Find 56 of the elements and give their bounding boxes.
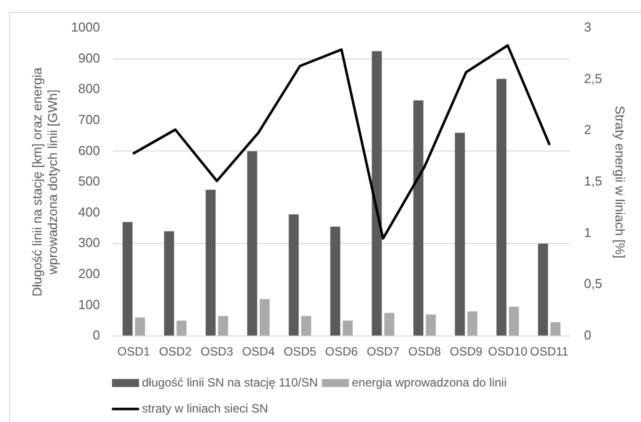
- y-tick-label: 400: [78, 204, 100, 220]
- bar: [288, 214, 299, 336]
- y2-tick-label: 2,5: [584, 70, 602, 86]
- legend-label: długość linii SN na stację 110/SN: [142, 375, 318, 390]
- y2-axis-title: Straty energii w liniach [%]: [612, 106, 628, 258]
- x-tick-label: OSD8: [408, 344, 442, 359]
- bar: [206, 190, 216, 336]
- y2-tick-label: 3: [584, 20, 592, 35]
- y-tick-label: 1000: [71, 20, 100, 35]
- x-tick-label: OSD5: [284, 344, 317, 359]
- bar: [372, 51, 382, 336]
- y-tick-label: 700: [78, 112, 100, 127]
- y-tick-label: 600: [78, 142, 100, 158]
- y2-tick-label: 2: [584, 122, 592, 138]
- y-tick-label: 800: [78, 81, 100, 96]
- legend-label: straty w liniach sieci SN: [142, 401, 268, 416]
- bar: [260, 299, 270, 336]
- x-tick-label: OSD2: [158, 344, 192, 359]
- x-tick-label: OSD10: [488, 344, 528, 359]
- y2-tick-label: 0: [584, 328, 592, 343]
- x-tick-label: OSD6: [325, 344, 358, 359]
- bar: [508, 306, 519, 336]
- bar: [164, 231, 174, 336]
- bar: [538, 244, 548, 336]
- bar: [122, 222, 133, 336]
- y-axis-title: Długość linii na stację [km] oraz energia wprowadzona dotych linii [GWh]: [29, 66, 60, 297]
- y2-tick-label: 1,5: [584, 174, 602, 189]
- bar: [330, 226, 340, 336]
- legend-label: energia wprowadzona do linii: [352, 375, 507, 390]
- y-tick-label: 900: [78, 50, 100, 66]
- bar: [301, 316, 312, 336]
- y-tick-label: 300: [78, 235, 100, 250]
- x-tick-label: OSD11: [530, 344, 569, 359]
- bar: [467, 311, 478, 336]
- bar: [454, 132, 465, 336]
- bar: [384, 312, 394, 336]
- bar: [413, 100, 424, 336]
- x-tick-label: OSD9: [450, 344, 483, 359]
- x-tick-label: OSD1: [117, 344, 150, 359]
- x-tick-label: OSD4: [242, 344, 276, 359]
- bar: [218, 316, 228, 336]
- y-tick-label: 100: [78, 296, 100, 312]
- y-tick-label: 0: [92, 328, 100, 343]
- bar: [176, 320, 187, 336]
- y2-tick-label: 0,5: [584, 276, 602, 292]
- bar: [426, 314, 436, 336]
- bar: [496, 78, 506, 336]
- x-tick-label: OSD7: [366, 344, 400, 359]
- bar: [135, 318, 145, 336]
- x-tick-label: OSD3: [200, 344, 234, 359]
- y-tick-label: 200: [78, 266, 100, 281]
- bar: [342, 320, 353, 336]
- bar: [247, 151, 258, 336]
- y-tick-label: 500: [78, 174, 100, 189]
- y2-tick-label: 1: [584, 224, 592, 240]
- bar: [550, 322, 560, 336]
